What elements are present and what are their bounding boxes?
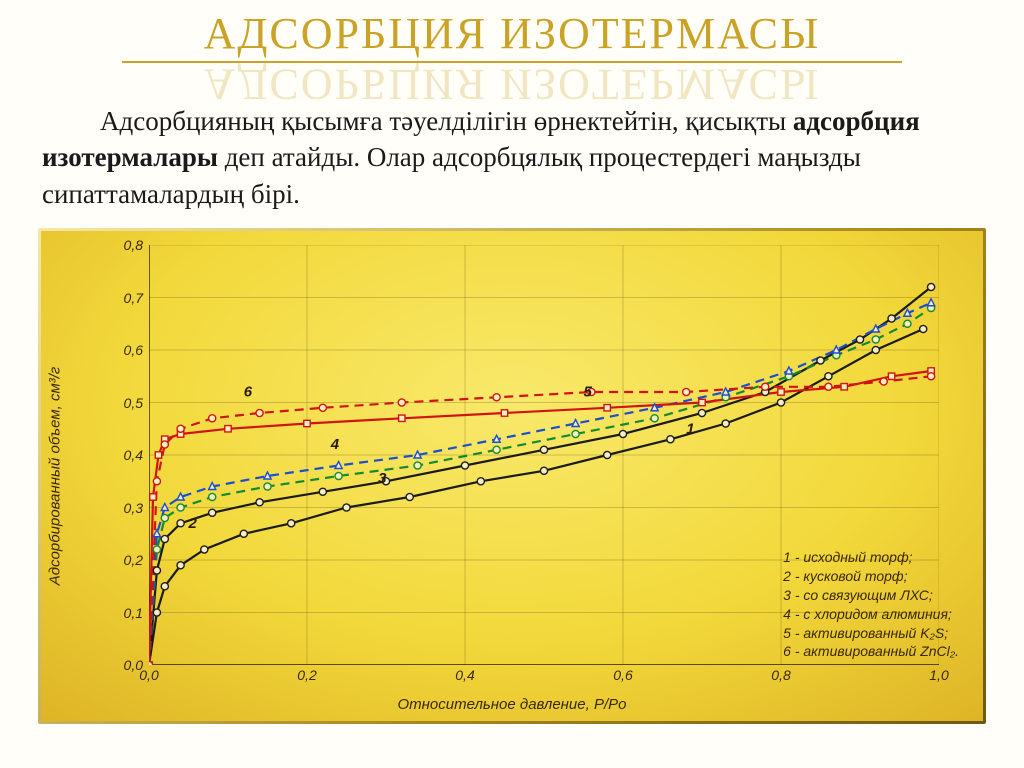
body-paragraph: Адсорбцияның қысымға тәуелділігін өрнект…: [0, 63, 1024, 220]
x-axis-tick-labels: 0,00,20,40,60,81,0: [149, 667, 939, 687]
svg-text:3: 3: [378, 470, 387, 487]
chart-plot-area: Адсорбированный объем, см³/г 0,00,10,20,…: [41, 231, 983, 721]
svg-text:1: 1: [686, 421, 694, 438]
svg-text:6: 6: [244, 384, 253, 401]
legend-item: 5 - активированный K₂S;: [783, 624, 959, 643]
svg-text:4: 4: [330, 436, 340, 453]
legend-item: 1 - исходный торф;: [783, 548, 959, 567]
title-underline: [122, 61, 902, 63]
svg-text:5: 5: [584, 384, 593, 401]
legend-item: 4 - с хлоридом алюминия;: [783, 605, 959, 624]
chart-legend: 1 - исходный торф;2 - кусковой торф;3 - …: [783, 548, 959, 661]
legend-item: 6 - активированный ZnCl₂.: [783, 642, 959, 661]
y-axis-title: Адсорбированный объем, см³/г: [47, 367, 64, 586]
y-axis-tick-labels: 0,00,10,20,30,40,50,60,70,8: [99, 245, 143, 665]
legend-item: 3 - со связующим ЛХС;: [783, 586, 959, 605]
x-axis-title: Относительное давление, P/Pо: [398, 696, 627, 713]
title-block: АДСОРБЦИЯ ИЗОТЕРМАСЫ: [0, 0, 1024, 63]
legend-item: 2 - кусковой торф;: [783, 567, 959, 586]
svg-text:2: 2: [188, 515, 198, 532]
chart-container: Адсорбированный объем, см³/г 0,00,10,20,…: [38, 228, 986, 724]
slide-title: АДСОРБЦИЯ ИЗОТЕРМАСЫ: [204, 8, 821, 59]
para-part1: Адсорбцияның қысымға тәуелділігін өрнект…: [100, 106, 793, 136]
